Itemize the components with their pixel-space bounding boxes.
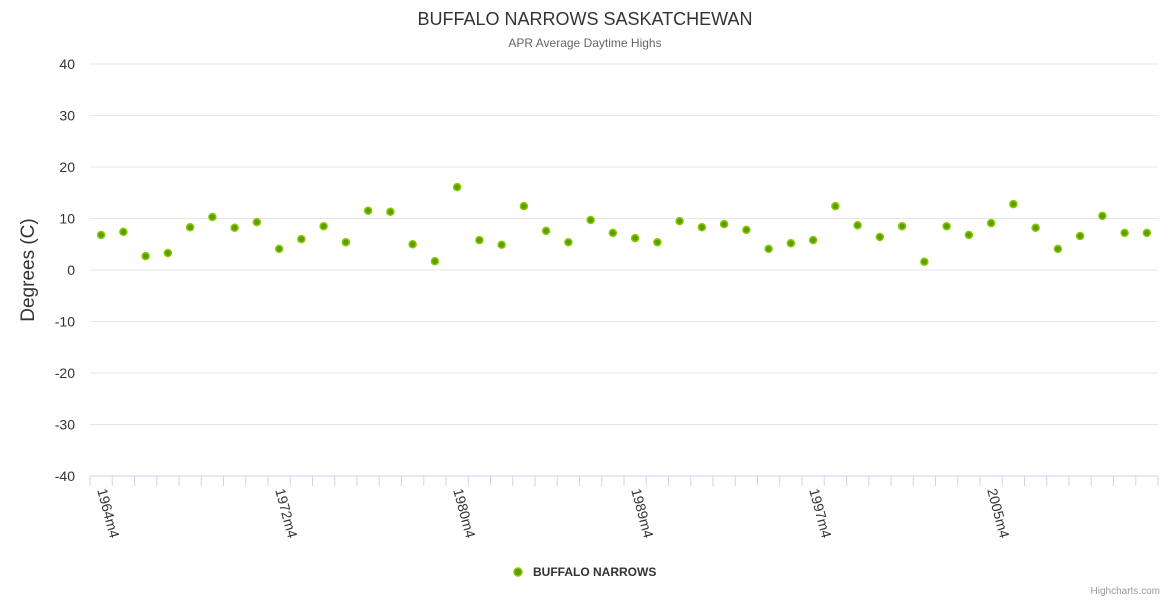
- legend-item[interactable]: BUFFALO NARROWS: [513, 565, 656, 579]
- data-point[interactable]: [608, 228, 618, 238]
- x-tick-label: 2005m4: [984, 487, 1013, 540]
- y-tick-label: 10: [59, 211, 75, 227]
- data-point[interactable]: [497, 240, 506, 250]
- data-point[interactable]: [452, 182, 462, 192]
- x-tick-label: 1989m4: [628, 487, 657, 540]
- data-point[interactable]: [986, 218, 996, 228]
- x-tick-label: 1972m4: [272, 487, 301, 540]
- data-point[interactable]: [964, 230, 974, 240]
- data-point[interactable]: [897, 221, 907, 231]
- data-point[interactable]: [408, 240, 417, 249]
- data-point[interactable]: [141, 251, 150, 261]
- y-tick-label: -30: [55, 417, 75, 433]
- y-axis-label: Degrees (C): [18, 218, 39, 321]
- data-point[interactable]: [808, 235, 818, 245]
- y-tick-label: 40: [59, 56, 75, 72]
- data-point[interactable]: [719, 219, 729, 229]
- data-point[interactable]: [831, 201, 840, 211]
- data-point[interactable]: [119, 227, 128, 237]
- legend-marker-icon: [513, 567, 523, 577]
- data-point[interactable]: [1120, 228, 1129, 238]
- data-point[interactable]: [319, 221, 328, 231]
- y-tick-label: 20: [59, 159, 75, 175]
- data-point[interactable]: [430, 256, 440, 266]
- data-point[interactable]: [875, 232, 885, 242]
- data-point[interactable]: [1053, 244, 1063, 254]
- data-point[interactable]: [853, 220, 862, 230]
- x-tick-label: 1964m4: [94, 487, 123, 540]
- data-point[interactable]: [1009, 199, 1018, 209]
- legend-label: BUFFALO NARROWS: [533, 565, 656, 579]
- data-point[interactable]: [920, 257, 929, 267]
- data-point[interactable]: [363, 206, 373, 216]
- y-tick-label: 0: [67, 262, 75, 278]
- y-tick-label: -10: [55, 314, 75, 330]
- data-point[interactable]: [697, 223, 707, 232]
- data-point[interactable]: [386, 207, 395, 217]
- data-point[interactable]: [252, 217, 262, 227]
- data-point[interactable]: [742, 225, 751, 235]
- x-tick-label: 1997m4: [806, 487, 835, 540]
- data-point[interactable]: [564, 237, 573, 247]
- data-point[interactable]: [764, 244, 773, 254]
- data-point[interactable]: [163, 248, 173, 258]
- y-tick-label: -40: [55, 468, 75, 484]
- data-point[interactable]: [1142, 228, 1152, 238]
- chart-title: BUFFALO NARROWS SASKATCHEWAN: [417, 9, 752, 29]
- data-point[interactable]: [1075, 231, 1085, 241]
- data-point[interactable]: [274, 244, 284, 254]
- data-point[interactable]: [586, 215, 595, 225]
- x-tick-label: 1980m4: [450, 487, 479, 540]
- chart-subtitle: APR Average Daytime Highs: [508, 36, 661, 50]
- data-point[interactable]: [475, 235, 484, 245]
- y-tick-label: 30: [59, 108, 75, 124]
- data-point[interactable]: [297, 234, 306, 244]
- data-point[interactable]: [185, 223, 195, 232]
- data-point[interactable]: [230, 223, 239, 233]
- data-point[interactable]: [519, 201, 529, 211]
- data-point[interactable]: [96, 230, 106, 240]
- data-point[interactable]: [786, 238, 796, 248]
- y-tick-label: -20: [55, 365, 75, 381]
- data-point[interactable]: [341, 237, 351, 247]
- data-point[interactable]: [1031, 223, 1040, 233]
- data-point[interactable]: [942, 221, 951, 231]
- data-point[interactable]: [630, 233, 640, 243]
- data-point[interactable]: [541, 226, 551, 236]
- data-point[interactable]: [208, 212, 217, 222]
- data-point[interactable]: [653, 237, 662, 247]
- data-point[interactable]: [675, 216, 684, 226]
- credits-link[interactable]: Highcharts.com: [1091, 586, 1160, 597]
- data-point[interactable]: [1098, 211, 1107, 221]
